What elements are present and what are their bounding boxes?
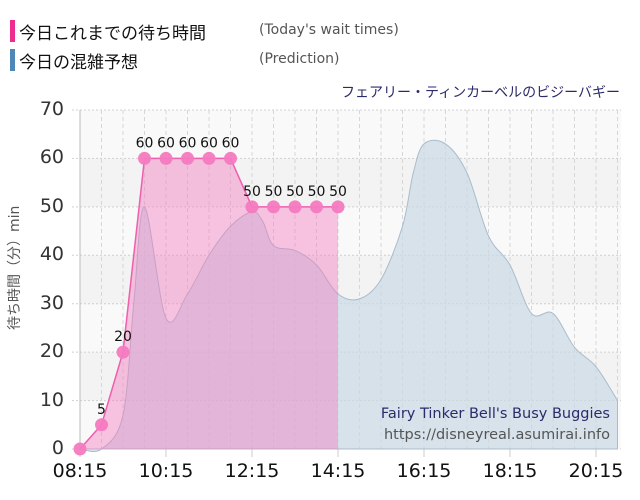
y-tick-label: 0: [51, 437, 64, 459]
prediction-area: [79, 139, 618, 452]
data-point-marker[interactable]: [224, 151, 237, 165]
y-tick-label: 70: [39, 98, 64, 120]
data-point-label: 50: [286, 184, 304, 200]
data-point-marker[interactable]: [95, 418, 108, 432]
data-point-label: 50: [308, 184, 326, 200]
data-point-label: 60: [200, 135, 218, 151]
x-tick-label: 12:15: [224, 460, 280, 482]
data-point-marker[interactable]: [267, 200, 280, 214]
legend-english-actual: (Today's wait times): [259, 22, 399, 38]
y-tick-label: 40: [39, 243, 64, 266]
data-point-marker[interactable]: [245, 200, 259, 214]
data-point-label: 60: [179, 135, 197, 151]
x-tick-label: 16:15: [396, 460, 452, 482]
watermark-url: https://disneyreal.asumirai.info: [383, 427, 610, 443]
legend-swatch-prediction: [10, 49, 15, 71]
x-tick-label: 18:15: [482, 460, 538, 482]
x-tick-label: 08:15: [52, 460, 108, 482]
data-point-marker[interactable]: [116, 345, 130, 359]
data-point-label: 50: [329, 184, 347, 200]
y-tick-label: 20: [39, 340, 64, 363]
data-point-marker[interactable]: [331, 200, 345, 214]
data-point-label: 5: [97, 402, 106, 418]
y-tick-label: 30: [39, 291, 64, 314]
data-point-marker[interactable]: [288, 200, 302, 214]
plot-band: [80, 255, 621, 304]
legend-english-prediction: (Prediction): [259, 51, 340, 67]
data-point-marker[interactable]: [73, 442, 87, 456]
legend-prediction: 今日の混雑予想: [10, 49, 138, 73]
x-tick-label: 10:15: [138, 460, 194, 482]
x-tick-label: 14:15: [310, 460, 366, 482]
data-point-label: 60: [222, 135, 240, 151]
data-point-marker[interactable]: [181, 151, 194, 165]
y-tick-label: 60: [39, 146, 64, 169]
legend-swatch-actual: [10, 20, 15, 42]
actual-area: [80, 158, 338, 449]
data-point-marker[interactable]: [159, 151, 173, 165]
data-point-label: 60: [136, 135, 154, 151]
legend-label-actual: 今日これまでの待ち時間: [19, 23, 206, 44]
watermark-name: Fairy Tinker Bell's Busy Buggies: [380, 406, 610, 422]
plot-band: [80, 110, 621, 159]
chart-title: フェアリー・ティンカーベルのビジーバギー: [340, 85, 620, 101]
data-point-label: 20: [114, 329, 132, 345]
data-point-label: 60: [157, 135, 175, 151]
plot-band: [80, 158, 621, 207]
data-point-marker[interactable]: [138, 151, 151, 165]
y-tick-label: 10: [39, 388, 64, 411]
plot-band: [80, 206, 621, 256]
y-tick-label: 50: [39, 194, 64, 217]
legend-actual: 今日これまでの待ち時間: [10, 20, 206, 44]
legend-label-prediction: 今日の混雑予想: [19, 52, 138, 73]
data-point-label: 50: [243, 184, 261, 200]
data-point-label: 50: [265, 184, 283, 200]
data-point-marker[interactable]: [310, 200, 323, 214]
data-point-marker[interactable]: [202, 151, 216, 165]
x-tick-label: 20:15: [568, 460, 624, 482]
